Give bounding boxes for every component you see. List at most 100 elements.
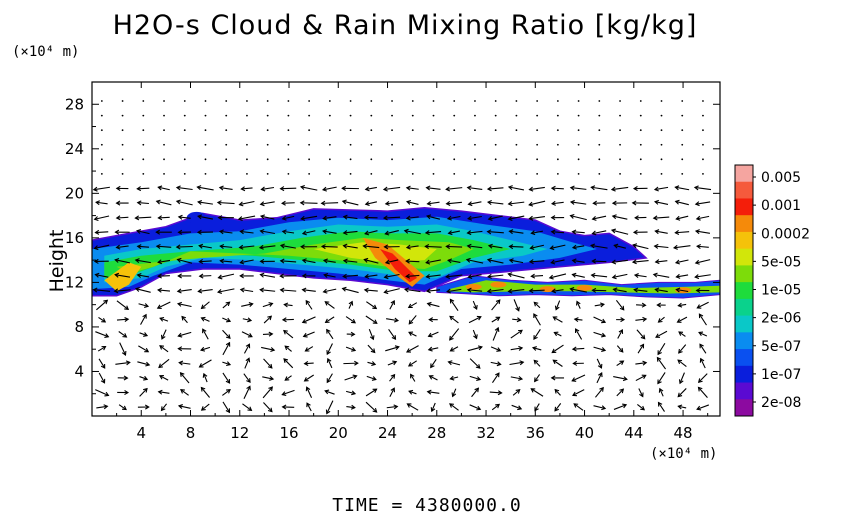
wind-vector bbox=[554, 300, 561, 311]
wind-vector bbox=[225, 114, 228, 117]
wind-vector bbox=[218, 185, 233, 191]
wind-vector bbox=[160, 329, 167, 340]
x-tick-label: 44 bbox=[624, 424, 643, 442]
wind-vector bbox=[202, 328, 209, 340]
wind-vector bbox=[92, 287, 111, 293]
wind-vector bbox=[183, 173, 186, 175]
wind-vector bbox=[308, 143, 311, 146]
wind-vector bbox=[156, 301, 171, 310]
wind-vector bbox=[466, 185, 483, 191]
wind-vector bbox=[660, 158, 663, 161]
wind-vector bbox=[446, 215, 461, 221]
wind-vector bbox=[308, 100, 311, 102]
wind-vector bbox=[631, 200, 649, 206]
wind-vector bbox=[320, 200, 339, 206]
wind-vector bbox=[639, 100, 642, 102]
wind-vector bbox=[157, 389, 170, 395]
wind-vector bbox=[657, 401, 665, 412]
wind-vector bbox=[653, 243, 669, 249]
wind-vector bbox=[515, 114, 518, 117]
wind-vector bbox=[453, 158, 456, 161]
wind-vector bbox=[528, 186, 545, 192]
wind-vector bbox=[287, 143, 290, 146]
wind-vector bbox=[384, 259, 399, 265]
wind-vector bbox=[342, 243, 358, 249]
colorbar-label: 2e-06 bbox=[761, 311, 801, 327]
wind-vector bbox=[196, 229, 213, 235]
wind-vector bbox=[239, 259, 254, 265]
wind-vector bbox=[453, 100, 456, 102]
wind-vector bbox=[322, 215, 337, 221]
wind-vector bbox=[611, 214, 628, 220]
wind-vector bbox=[408, 389, 417, 395]
wind-vector bbox=[695, 287, 710, 293]
colorbar-segment bbox=[735, 248, 753, 266]
wind-vector bbox=[660, 129, 663, 132]
wind-vector bbox=[121, 143, 124, 146]
wind-vector bbox=[281, 200, 295, 206]
wind-vector bbox=[305, 299, 313, 310]
colorbar-segment bbox=[735, 282, 753, 300]
wind-vector bbox=[554, 403, 562, 412]
cloud-field bbox=[92, 207, 720, 299]
wind-vector bbox=[370, 158, 373, 161]
wind-vector bbox=[384, 200, 399, 206]
wind-vector bbox=[569, 185, 587, 191]
wind-vector bbox=[556, 173, 559, 175]
wind-vector bbox=[204, 114, 207, 117]
cloud-left-pocket bbox=[104, 262, 142, 292]
wind-vector bbox=[469, 375, 482, 381]
wind-vector bbox=[507, 288, 525, 294]
colorbar-label: 0.0002 bbox=[761, 226, 810, 242]
wind-vector bbox=[158, 375, 169, 381]
wind-vector bbox=[98, 372, 106, 384]
colorbar-segment bbox=[735, 298, 753, 317]
wind-vector bbox=[343, 360, 359, 366]
wind-vector bbox=[447, 230, 460, 236]
wind-vector bbox=[534, 374, 541, 383]
colorbar-segment bbox=[735, 215, 753, 233]
wind-vector bbox=[391, 114, 393, 117]
wind-vector bbox=[222, 341, 231, 356]
wind-vector bbox=[259, 201, 275, 207]
y-tick-label: 28 bbox=[65, 95, 84, 113]
wind-vector bbox=[594, 302, 605, 308]
wind-vector bbox=[98, 316, 107, 323]
wind-vector bbox=[368, 328, 375, 341]
wind-vector bbox=[486, 200, 504, 206]
wind-vector bbox=[696, 301, 709, 309]
wind-vector bbox=[243, 373, 251, 384]
wind-vector bbox=[591, 258, 607, 264]
wind-vector bbox=[653, 186, 669, 192]
wind-vector bbox=[326, 343, 333, 356]
wind-vector bbox=[530, 273, 544, 279]
wind-vector bbox=[259, 287, 276, 293]
wind-vector bbox=[639, 129, 642, 132]
wind-vector bbox=[325, 400, 334, 415]
wind-vector bbox=[363, 287, 378, 293]
wind-vector bbox=[490, 361, 502, 367]
wind-vector bbox=[237, 215, 256, 222]
wind-vector bbox=[633, 287, 648, 293]
wind-vector bbox=[259, 258, 275, 264]
wind-vector bbox=[445, 244, 463, 250]
wind-vector bbox=[239, 229, 254, 235]
wind-vector bbox=[411, 114, 414, 117]
colorbar-segment bbox=[735, 181, 753, 199]
wind-vector bbox=[404, 287, 421, 293]
wind-vector bbox=[593, 405, 607, 411]
wind-vector bbox=[260, 186, 275, 192]
wind-vector bbox=[550, 185, 564, 191]
wind-vector bbox=[550, 229, 565, 235]
wind-vector bbox=[432, 114, 435, 117]
wind-vector bbox=[572, 360, 584, 366]
wind-vector bbox=[328, 114, 331, 117]
x-tick-label: 12 bbox=[230, 424, 249, 442]
wind-vector bbox=[678, 372, 685, 385]
wind-vector bbox=[346, 331, 356, 337]
wind-vector bbox=[571, 244, 585, 250]
wind-vector bbox=[492, 326, 500, 341]
wind-vector bbox=[653, 199, 669, 205]
wind-vector bbox=[675, 273, 689, 279]
wind-vector bbox=[121, 173, 124, 175]
